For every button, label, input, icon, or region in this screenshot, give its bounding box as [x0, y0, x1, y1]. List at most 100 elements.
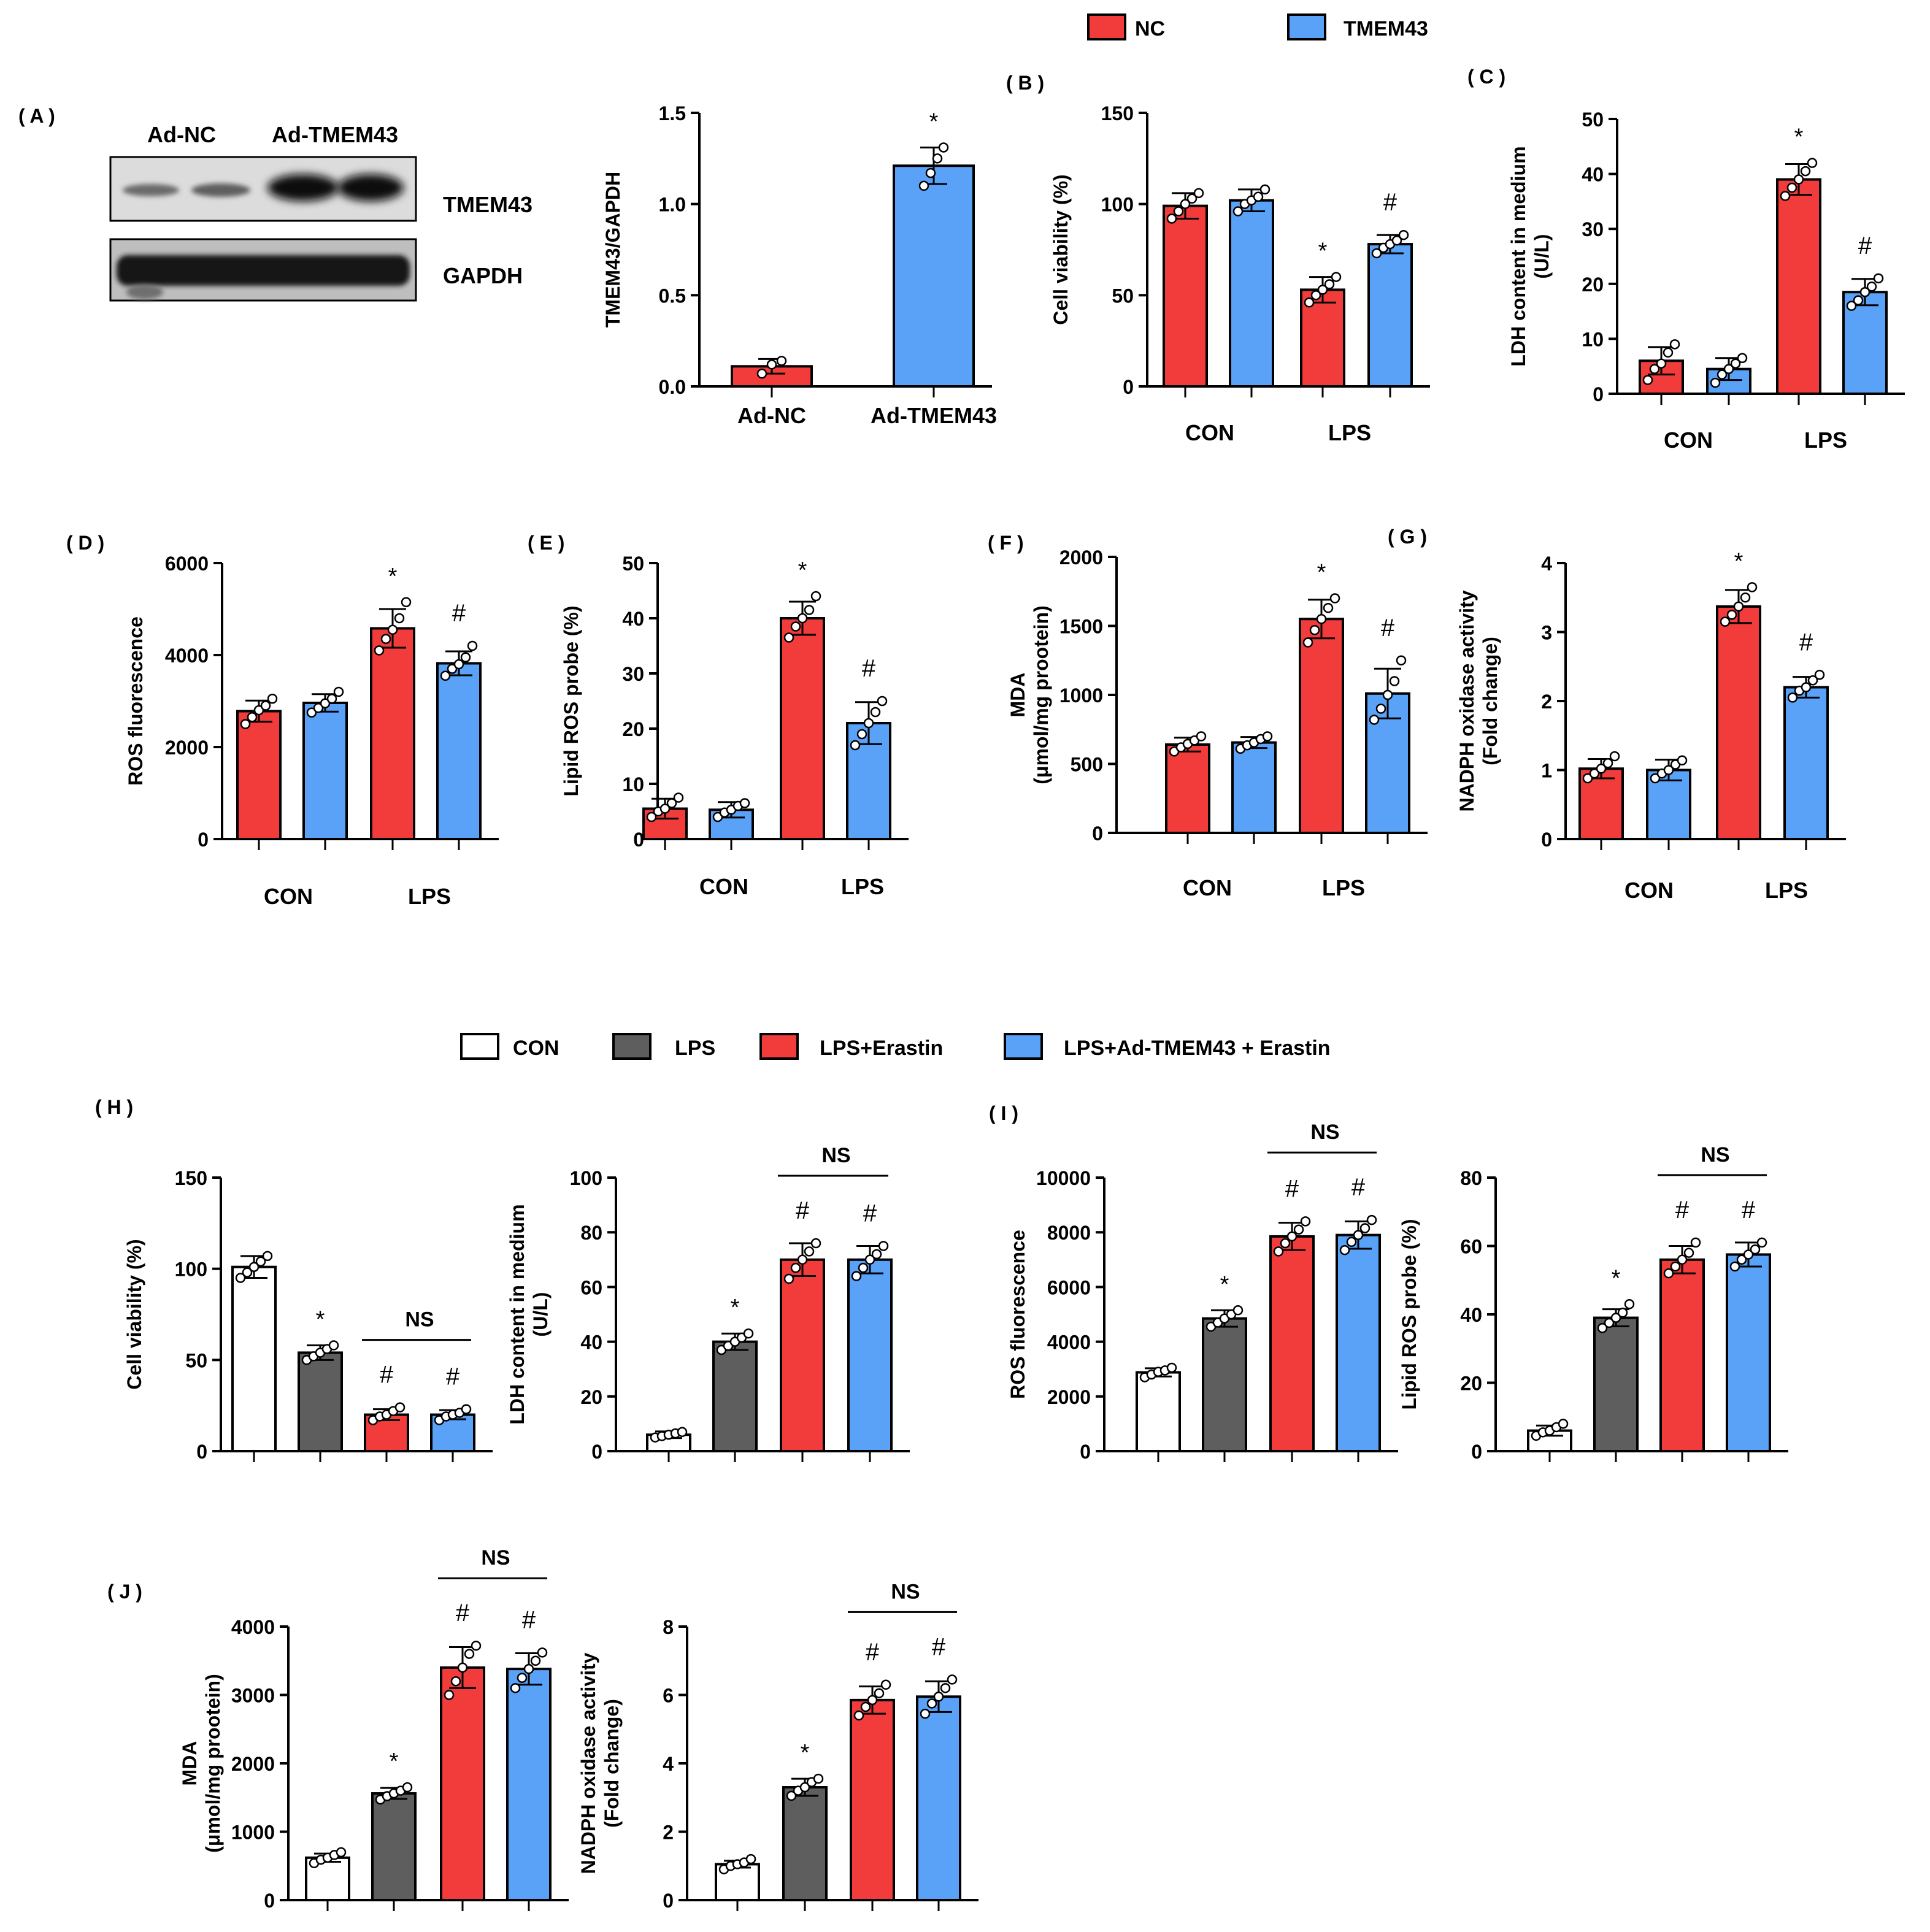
- data-point: [1814, 670, 1825, 680]
- data-point: [1683, 1248, 1694, 1258]
- bar: [1659, 1258, 1705, 1453]
- blot-column-ad-nc: Ad-NC: [147, 122, 216, 147]
- data-point: [313, 703, 324, 713]
- bar: [440, 1666, 485, 1901]
- y-axis-label: NADPH oxidase activity: [577, 1652, 599, 1874]
- data-point: [1582, 773, 1593, 784]
- data-point: [1391, 235, 1402, 246]
- y-tick-label: 6000: [1047, 1276, 1091, 1298]
- data-point: [1398, 229, 1409, 240]
- y-tick-label: 2: [1541, 691, 1552, 713]
- data-point: [306, 707, 317, 718]
- data-point: [1359, 1223, 1371, 1233]
- panel-label-h: ( H ): [95, 1096, 133, 1118]
- significance-hash: #: [866, 1639, 880, 1666]
- panel-label-j: ( J ): [107, 1581, 142, 1603]
- data-point: [646, 811, 657, 822]
- y-axis-label-line2: (μmol/mg prootein): [202, 1674, 224, 1853]
- data-point: [938, 142, 949, 153]
- significance-hash: #: [862, 655, 876, 682]
- data-point: [1624, 1299, 1635, 1309]
- data-point: [874, 1688, 885, 1698]
- data-point: [1323, 603, 1334, 613]
- data-point: [1317, 285, 1328, 295]
- significance-star: *: [390, 1749, 399, 1774]
- bar: [893, 164, 975, 388]
- panel-label-e: ( E ): [528, 532, 564, 554]
- data-point: [1382, 689, 1393, 700]
- data-point: [947, 1674, 958, 1685]
- bar: [436, 662, 482, 840]
- bar: [1716, 605, 1761, 840]
- data-point: [1173, 206, 1184, 217]
- significance-hash: #: [1383, 189, 1398, 216]
- chart-a: 0.0 0.5 1.0 1.5 TMEM43/GAPDH * Ad-NC Ad-TMEM43: [602, 102, 997, 428]
- y-tick-label: 1500: [1059, 616, 1103, 638]
- x-group-label: CON: [699, 874, 748, 899]
- y-tick-label: 40: [580, 1332, 602, 1354]
- data-point: [1302, 637, 1313, 648]
- data-point: [925, 167, 936, 178]
- data-point: [1866, 282, 1877, 292]
- legend-lps-label: LPS: [675, 1037, 715, 1060]
- data-point: [1609, 751, 1620, 762]
- chart-e: 0 10 20 30 40 50 Lipid ROS probe (%) * # CON LPS: [560, 553, 909, 899]
- y-axis-label-line2: (U/L): [529, 1292, 552, 1337]
- data-point: [1300, 1216, 1311, 1227]
- x-category-label: Ad-NC: [737, 403, 806, 428]
- data-point: [1604, 1317, 1615, 1328]
- data-point: [1801, 682, 1812, 692]
- y-tick-label: 20: [580, 1386, 602, 1408]
- x-group-label: CON: [1183, 875, 1232, 900]
- data-point: [799, 1782, 810, 1793]
- x-group-label: LPS: [1322, 875, 1365, 900]
- data-point: [1853, 295, 1864, 305]
- data-point: [1723, 364, 1734, 374]
- legend-bottom: CON LPS LPS+Erastin LPS+Ad-TMEM43 + Eras…: [460, 1033, 1331, 1060]
- legend-tmem43-label: TMEM43: [1344, 17, 1428, 40]
- bar: [850, 1698, 895, 1902]
- chart-f: 0 500 1000 1500 2000 MDA (μmol/mg prootein) * # C…: [1007, 546, 1428, 900]
- significance-hash: #: [1351, 1174, 1366, 1201]
- significance-hash: #: [796, 1197, 810, 1224]
- data-point: [797, 613, 808, 624]
- y-tick-label: 40: [622, 608, 644, 630]
- data-point: [461, 1404, 472, 1414]
- data-point: [1726, 610, 1737, 620]
- data-point: [1602, 758, 1613, 769]
- x-group-label: LPS: [1765, 878, 1808, 903]
- data-point: [1873, 273, 1884, 284]
- data-point: [1316, 614, 1327, 624]
- y-tick-label: 10000: [1036, 1167, 1091, 1189]
- data-point: [940, 1683, 951, 1693]
- significance-hash: #: [446, 1363, 460, 1390]
- y-tick-label: 0.0: [659, 376, 686, 398]
- significance-hash: #: [1799, 629, 1813, 656]
- chart-b: 0 50 100 150 Cell viability (%) * # CON LPS: [1050, 102, 1430, 445]
- data-point: [453, 659, 464, 670]
- y-axis-label: Cell viability (%): [1050, 174, 1072, 324]
- data-point: [1369, 715, 1380, 725]
- y-tick-label: 2000: [1059, 546, 1103, 569]
- data-point: [880, 1679, 891, 1690]
- y-tick-label: 80: [1460, 1167, 1482, 1189]
- data-point: [255, 1256, 266, 1267]
- blot-column-ad-tmem43: Ad-TMEM43: [272, 122, 398, 147]
- data-point: [267, 694, 278, 704]
- panel-labels: ( A ) ( B ) ( C ) ( D ) ( E ) ( F ) ( G …: [18, 66, 1505, 1603]
- bar: [780, 1258, 825, 1453]
- x-group-label: CON: [1185, 420, 1234, 445]
- data-point: [1196, 731, 1207, 742]
- data-point: [530, 1655, 541, 1666]
- data-point: [1846, 301, 1857, 311]
- ns-label: NS: [405, 1308, 434, 1332]
- blot-band-shadow: [126, 285, 163, 299]
- chart-j2: 0 2 4 6 8 NADPH oxidase activity (Fold change)…: [577, 1580, 978, 1912]
- legend-nc-swatch: [1087, 13, 1126, 40]
- data-point: [1329, 593, 1340, 604]
- western-blot: Ad-NC Ad-TMEM43 TMEM43 GAPDH: [109, 122, 532, 302]
- data-point: [677, 1427, 688, 1438]
- significance-hash: #: [932, 1633, 946, 1660]
- data-point: [1690, 1237, 1701, 1248]
